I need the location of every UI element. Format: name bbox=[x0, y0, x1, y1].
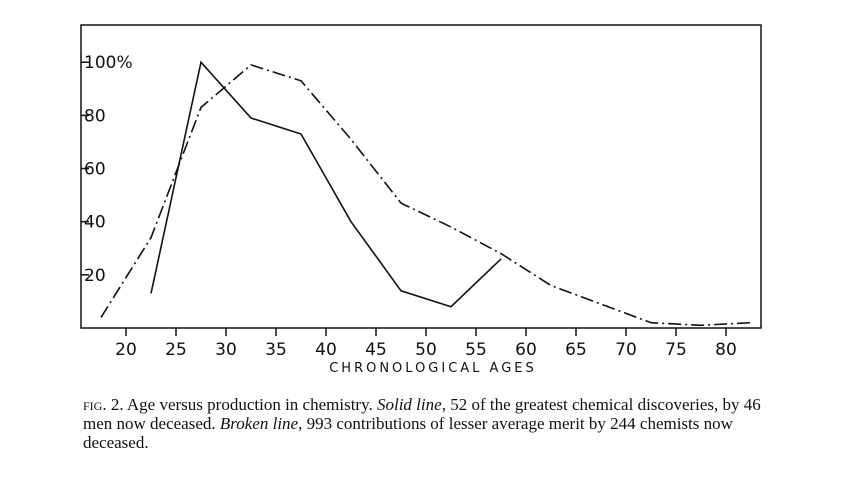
x-tick-label: 25 bbox=[165, 340, 187, 360]
caption-text-2: , 52 of the greatest chemical discoverie… bbox=[83, 395, 761, 433]
y-tick-label: 100% bbox=[84, 53, 133, 73]
y-axis: 20 40 60 80 100% bbox=[81, 53, 133, 286]
broken-line-label: Broken line bbox=[219, 414, 299, 433]
plot-frame bbox=[80, 24, 762, 329]
x-axis: 20 25 30 35 40 45 50 55 60 65 70 75 80 bbox=[115, 328, 737, 360]
solid-line-series bbox=[150, 60, 502, 308]
x-tick-label: 65 bbox=[565, 340, 587, 360]
y-tick-label: 40 bbox=[84, 213, 106, 233]
figure-caption: fig. 2. Age versus production in chemist… bbox=[83, 395, 783, 452]
x-tick-label: 35 bbox=[265, 340, 287, 360]
plot-lines bbox=[100, 60, 752, 327]
x-tick-label: 70 bbox=[615, 340, 637, 360]
x-tick-label: 75 bbox=[665, 340, 687, 360]
y-tick-label: 20 bbox=[84, 266, 106, 286]
broken-line-series bbox=[100, 64, 752, 327]
caption-text-1: Age versus production in chemistry. bbox=[123, 395, 377, 414]
caption-text-3: , 993 contributions of lesser average me… bbox=[83, 414, 733, 452]
x-tick-label: 40 bbox=[315, 340, 337, 360]
x-tick-label: 60 bbox=[515, 340, 537, 360]
figure-label: fig. 2. bbox=[83, 395, 124, 414]
x-tick-label: 20 bbox=[115, 340, 137, 360]
y-tick-label: 80 bbox=[84, 106, 106, 126]
x-axis-label: CHRONOLOGICAL AGES bbox=[329, 361, 537, 376]
solid-line-label: Solid line bbox=[376, 395, 442, 414]
x-tick-label: 55 bbox=[465, 340, 487, 360]
x-tick-label: 80 bbox=[715, 340, 737, 360]
x-tick-label: 30 bbox=[215, 340, 237, 360]
x-tick-label: 50 bbox=[415, 340, 437, 360]
y-tick-label: 60 bbox=[84, 160, 106, 180]
x-tick-label: 45 bbox=[365, 340, 387, 360]
